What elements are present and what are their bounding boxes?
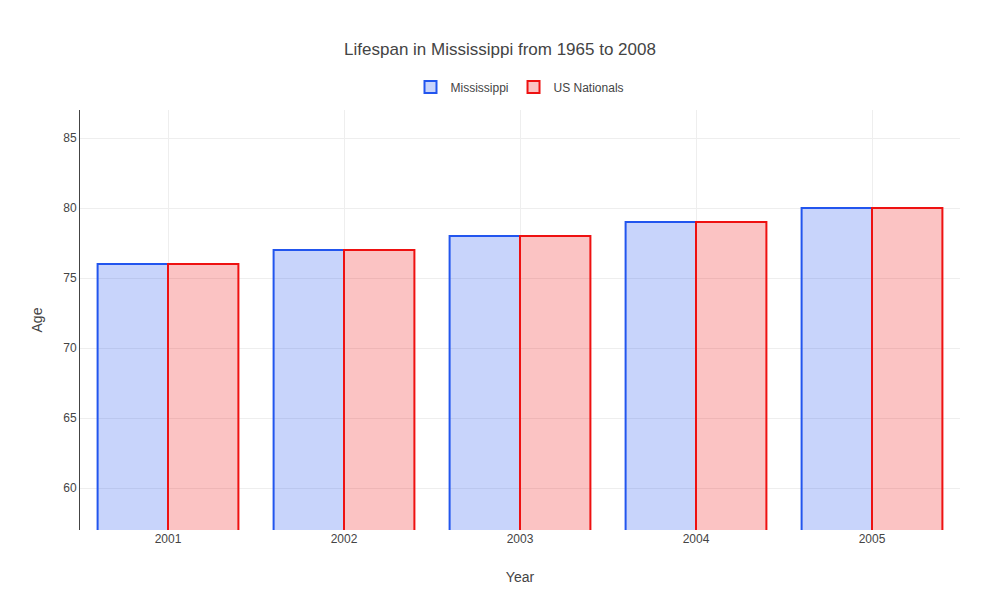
- svg-text:Mississippi: Mississippi: [451, 81, 509, 95]
- svg-text:85: 85: [63, 131, 77, 145]
- svg-text:80: 80: [63, 201, 77, 215]
- svg-text:70: 70: [63, 341, 77, 355]
- svg-text:2002: 2002: [331, 532, 358, 546]
- svg-text:75: 75: [63, 271, 77, 285]
- svg-text:60: 60: [63, 481, 77, 495]
- svg-text:US Nationals: US Nationals: [554, 81, 624, 95]
- svg-text:Year: Year: [506, 569, 535, 585]
- svg-text:2004: 2004: [683, 532, 710, 546]
- svg-text:Age: Age: [29, 307, 45, 332]
- svg-text:65: 65: [63, 411, 77, 425]
- svg-text:2005: 2005: [859, 532, 886, 546]
- svg-text:2003: 2003: [507, 532, 534, 546]
- svg-text:Lifespan in Mississippi from 1: Lifespan in Mississippi from 1965 to 200…: [344, 40, 656, 59]
- svg-text:2001: 2001: [155, 532, 182, 546]
